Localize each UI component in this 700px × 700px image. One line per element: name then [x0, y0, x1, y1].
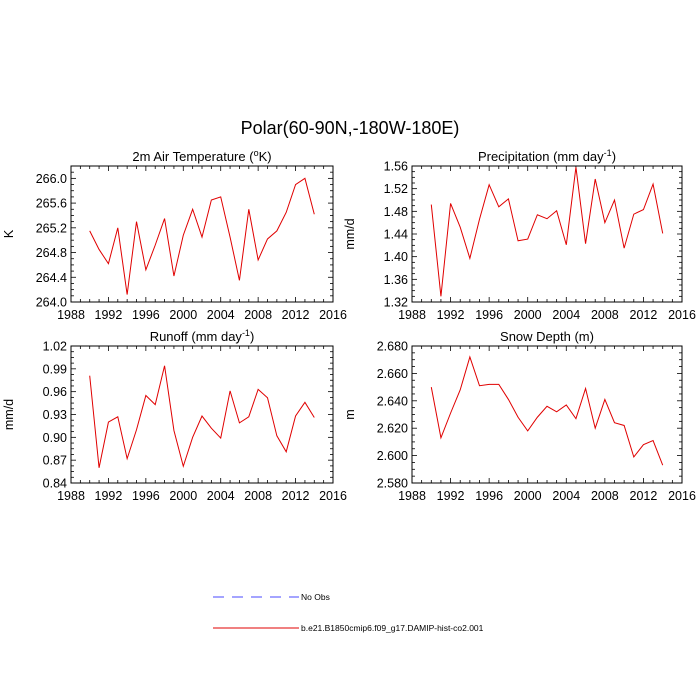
panel-snow-depth: Snow Depth (m) 1988 1992 1996 2000 2004 2008 20…: [343, 329, 696, 503]
panel-title-main: 2m Air Temperature (: [132, 149, 254, 164]
y-tick-label: 2.620: [377, 422, 408, 436]
x-tick-label: 1996: [475, 308, 503, 322]
y-tick-label: 1.52: [384, 182, 408, 196]
y-tick-label: 265.6: [36, 197, 67, 211]
y-axis-label: mm/d: [2, 399, 16, 430]
panel-title-superscript: -1: [604, 148, 612, 158]
x-tick-label: 2004: [207, 489, 235, 503]
x-tick-label: 2016: [668, 489, 696, 503]
y-axis-label: K: [2, 229, 16, 238]
x-tick-label: 2016: [668, 308, 696, 322]
y-tick-label: 0.96: [43, 385, 67, 399]
x-tick-label: 2000: [514, 489, 542, 503]
x-tick-label: 1992: [95, 308, 123, 322]
legend-model-label: b.e21.B1850cmip6.f09_g17.DAMIP-hist-co2.…: [301, 623, 484, 633]
x-tick-label: 2004: [552, 489, 580, 503]
y-tick-label: 2.660: [377, 367, 408, 381]
y-tick-label: 2.580: [377, 477, 408, 491]
legend-no-obs-label: No Obs: [301, 592, 330, 602]
panel-title-superscript: -1: [242, 328, 250, 338]
x-tick-label: 1988: [57, 308, 85, 322]
panel-title: 2m Air Temperature (oK): [132, 148, 271, 164]
y-tick-label: 1.48: [384, 205, 408, 219]
x-tick-label: 1992: [437, 489, 465, 503]
y-axis-label: m: [343, 409, 357, 419]
plot-frame: [411, 165, 683, 303]
panel-title-tail: ): [250, 329, 254, 344]
y-axis-label: mm/d: [343, 218, 357, 249]
y-tick-label: 265.2: [36, 221, 67, 235]
y-tick-label: 2.680: [377, 340, 408, 354]
x-tick-label: 2008: [244, 489, 272, 503]
panel-title-tail: K): [259, 149, 272, 164]
x-tick-label: 1996: [132, 489, 160, 503]
panel-precipitation: Precipitation (mm day-1) 1988 1992 1996 2000…: [343, 148, 696, 322]
y-tick-label: 266.0: [36, 172, 67, 186]
panel-title: Runoff (mm day-1): [150, 328, 255, 344]
y-tick-label: 264.8: [36, 246, 67, 260]
x-tick-label: 1996: [475, 489, 503, 503]
x-tick-label: 2008: [591, 308, 619, 322]
panel-title-main: Snow Depth (m): [500, 329, 594, 344]
x-tick-label: 2008: [591, 489, 619, 503]
y-tick-label: 0.99: [43, 362, 67, 376]
figure-title: Polar(60-90N,-180W-180E): [241, 118, 460, 138]
plot-frame: [70, 165, 334, 303]
panel-title-main: Precipitation (mm day: [478, 149, 604, 164]
y-tick-label: 1.40: [384, 250, 408, 264]
series-line: [89, 365, 315, 469]
y-tick-label: 0.84: [43, 477, 67, 491]
y-tick-label: 0.93: [43, 408, 67, 422]
y-tick-label: 1.32: [384, 296, 408, 310]
x-tick-label: 2016: [319, 308, 347, 322]
y-tick-label: 1.36: [384, 273, 408, 287]
y-tick-label: 1.44: [384, 228, 408, 242]
x-tick-label: 1996: [132, 308, 160, 322]
x-tick-label: 1988: [57, 489, 85, 503]
x-tick-label: 2000: [514, 308, 542, 322]
x-tick-label: 1988: [398, 308, 426, 322]
x-tick-label: 2012: [282, 308, 310, 322]
x-tick-label: 2004: [552, 308, 580, 322]
x-tick-label: 1992: [437, 308, 465, 322]
y-tick-label: 0.87: [43, 454, 67, 468]
x-tick-label: 2012: [630, 489, 658, 503]
x-tick-label: 2012: [630, 308, 658, 322]
panel-title: Snow Depth (m): [500, 329, 594, 344]
x-tick-label: 2008: [244, 308, 272, 322]
x-tick-label: 1988: [398, 489, 426, 503]
y-tick-label: 264.4: [36, 271, 67, 285]
x-tick-label: 2000: [169, 489, 197, 503]
legend: No Obs b.e21.B1850cmip6.f09_g17.DAMIP-hi…: [213, 592, 484, 633]
x-tick-label: 1992: [95, 489, 123, 503]
panel-title: Precipitation (mm day-1): [478, 148, 616, 164]
x-tick-label: 2016: [319, 489, 347, 503]
x-tick-label: 2004: [207, 308, 235, 322]
panel-title-tail: ): [612, 149, 616, 164]
series-line: [430, 167, 664, 297]
panel-runoff: Runoff (mm day-1) 1988 1992 1996 2000 2004 200…: [2, 328, 347, 503]
y-tick-label: 1.56: [384, 160, 408, 174]
panel-title-main: Runoff (mm day: [150, 329, 243, 344]
series-line: [430, 355, 664, 466]
panel-air-temperature: 2m Air Temperature (oK) 1988 1992 1996 2000 2…: [2, 148, 347, 322]
y-tick-label: 1.02: [43, 340, 67, 354]
plot-frame: [411, 345, 683, 484]
panel-title-superscript: o: [254, 148, 259, 158]
x-tick-label: 2000: [169, 308, 197, 322]
y-tick-label: 264.0: [36, 296, 67, 310]
y-tick-label: 0.90: [43, 431, 67, 445]
series-line: [89, 177, 315, 295]
x-tick-label: 2012: [282, 489, 310, 503]
plot-frame: [70, 345, 334, 484]
y-tick-label: 2.640: [377, 394, 408, 408]
y-tick-label: 2.600: [377, 449, 408, 463]
